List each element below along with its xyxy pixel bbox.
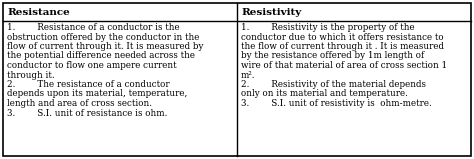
Text: the flow of current through it . It is measured: the flow of current through it . It is m… (241, 42, 444, 51)
Text: Resistivity: Resistivity (241, 8, 301, 17)
Text: 2.        Resistivity of the material depends: 2. Resistivity of the material depends (241, 80, 426, 89)
Text: 3.        S.I. unit of resistance is ohm.: 3. S.I. unit of resistance is ohm. (7, 108, 167, 118)
Text: m².: m². (241, 70, 255, 80)
Text: 2.        The resistance of a conductor: 2. The resistance of a conductor (7, 80, 170, 89)
Text: depends upon its material, temperature,: depends upon its material, temperature, (7, 90, 187, 98)
Text: obstruction offered by the conductor in the: obstruction offered by the conductor in … (7, 32, 200, 41)
Text: by the resistance offered by 1m length of: by the resistance offered by 1m length o… (241, 52, 424, 61)
Text: only on its material and temperature.: only on its material and temperature. (241, 90, 408, 98)
Text: flow of current through it. It is measured by: flow of current through it. It is measur… (7, 42, 203, 51)
Text: conductor to flow one ampere current: conductor to flow one ampere current (7, 61, 177, 70)
Text: Resistance: Resistance (7, 8, 70, 17)
Text: wire of that material of area of cross section 1: wire of that material of area of cross s… (241, 61, 447, 70)
Text: 1.        Resistivity is the property of the: 1. Resistivity is the property of the (241, 23, 415, 32)
Text: 1.        Resistance of a conductor is the: 1. Resistance of a conductor is the (7, 23, 180, 32)
Text: 3.        S.I. unit of resistivity is  ohm-metre.: 3. S.I. unit of resistivity is ohm-metre… (241, 99, 432, 108)
Text: conductor due to which it offers resistance to: conductor due to which it offers resista… (241, 32, 444, 41)
Text: length and area of cross section.: length and area of cross section. (7, 99, 152, 108)
Text: the potential difference needed across the: the potential difference needed across t… (7, 52, 195, 61)
Text: through it.: through it. (7, 70, 55, 80)
